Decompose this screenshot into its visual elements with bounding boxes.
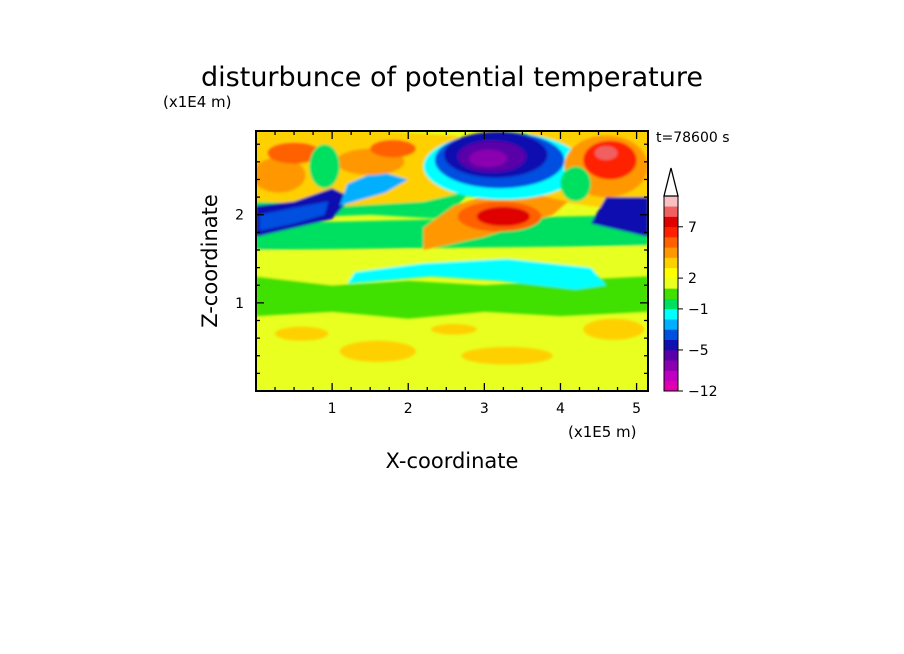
field-blob [339,340,416,362]
field-blob [476,206,531,227]
colorbar-segment [664,267,678,279]
field-blob [309,144,340,189]
colorbar-segment [664,319,678,330]
colorbar-segment [664,247,678,258]
field-band [256,276,648,319]
colorbar-label: 2 [688,271,697,287]
colorbar-segment [664,226,678,238]
field-blob [461,346,553,365]
colorbar-segment [664,216,678,228]
y-tick-label: 2 [235,208,244,224]
y-axis-ticks: 12 [235,143,648,375]
x-axis-ticks: 1 2 3 4 5 [274,131,641,417]
colorbar-segment [664,237,678,248]
x-tick-label: 4 [556,401,565,417]
y-axis-label: Z-coordinate [198,194,222,328]
colorbar-segment [664,298,678,310]
x-tick-label: 1 [328,401,337,417]
y-units-label: (x1E4 m) [163,93,232,111]
colorbar-label: −1 [688,302,709,318]
field-band [256,380,648,391]
x-axis-label: X-coordinate [386,449,519,473]
heatmap-field [256,131,648,391]
plot-frame [255,130,649,392]
colorbar-segment [664,257,678,269]
field-blob [431,324,477,335]
colorbar-segment [664,196,678,207]
colorbar-extension [663,167,679,197]
field-band [347,258,607,290]
colorbar-segment [664,278,678,289]
y-tick-label: 1 [235,296,244,312]
field-band [259,201,329,231]
field-blob [594,145,618,161]
field-blob [256,157,306,193]
x-tick-label: 5 [632,401,641,417]
colorbar-label: −5 [688,343,709,359]
colorbar-segment [664,360,678,371]
field-blob [560,166,591,202]
x-units-label: (x1E5 m) [568,423,637,441]
colorbar-label: −12 [688,384,718,400]
colorbar-segment [664,349,678,361]
colorbar-segment [664,339,678,351]
field-band [339,170,409,206]
colorbar-segment [664,308,678,320]
colorbar-label: 7 [688,220,697,236]
chart-title: disturbunce of potential temperature [201,62,703,93]
colorbar: −12−5−127 [663,167,718,400]
colorbar-segment [664,329,678,340]
field-blob [275,326,329,341]
colorbar-segment [664,288,678,299]
time-label: t=78600 s [656,130,730,146]
field-blob [583,318,645,340]
field-blob [469,149,508,168]
colorbar-segment [664,370,678,382]
x-tick-label: 2 [404,401,413,417]
x-tick-label: 3 [480,401,489,417]
colorbar-segment [664,380,678,392]
colorbar-segment [664,206,678,217]
field-blob [267,142,321,164]
field-blob [370,139,416,158]
field-band [590,197,648,237]
